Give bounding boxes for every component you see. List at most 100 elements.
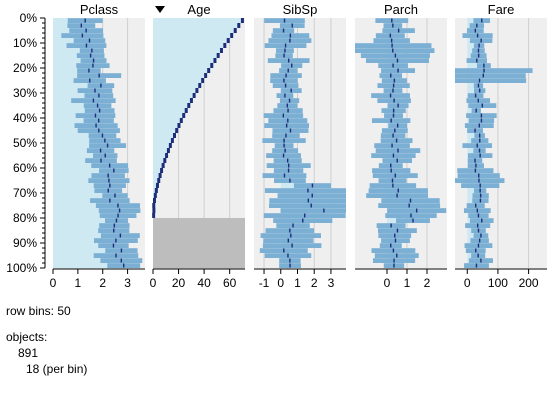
missing-bar — [153, 263, 245, 269]
mean-mark — [187, 103, 191, 108]
mean-mark — [161, 163, 165, 168]
x-tick-label: 40 — [197, 276, 211, 290]
value-bar — [153, 98, 192, 104]
sd-bar — [269, 203, 346, 208]
missing-bar — [153, 238, 245, 244]
value-bar — [153, 23, 239, 29]
value-bar — [153, 188, 157, 194]
x-tick-label: 3 — [328, 276, 335, 290]
value-bar — [153, 133, 175, 139]
objects-per-bin: 18 (per bin) — [26, 362, 88, 376]
value-bar — [153, 178, 159, 184]
x-tick-label: 0 — [150, 276, 157, 290]
value-bar — [153, 108, 187, 114]
mean-mark — [179, 118, 183, 123]
value-bar — [153, 18, 243, 24]
mean-mark — [210, 63, 214, 68]
mean-mark — [230, 33, 234, 38]
missing-bar — [153, 233, 245, 239]
mean-mark — [219, 48, 223, 53]
value-bar — [153, 43, 225, 49]
value-bar — [153, 53, 219, 59]
value-bar — [153, 118, 182, 124]
x-tick-label: 1 — [404, 276, 411, 290]
row-axis-label: 70% — [13, 186, 37, 200]
value-bar — [153, 143, 171, 149]
mean-area — [53, 83, 101, 89]
row-axis-label: 90% — [13, 236, 37, 250]
row-axis-label: 30% — [13, 86, 37, 100]
mean-area — [53, 133, 103, 139]
mean-area — [467, 83, 479, 89]
column-header-parch: Parch — [384, 2, 418, 17]
mean-area — [53, 188, 109, 194]
sd-bar — [280, 208, 346, 213]
x-tick-label: 1 — [294, 276, 301, 290]
mean-mark — [166, 148, 170, 153]
mean-area — [53, 108, 100, 114]
x-tick-label: 2 — [99, 276, 106, 290]
mean-area — [53, 113, 96, 119]
mean-mark — [160, 168, 164, 173]
missing-bar — [153, 228, 245, 234]
mean-area — [53, 163, 110, 169]
value-bar — [153, 63, 212, 69]
mean-area — [53, 238, 116, 244]
mean-mark — [158, 173, 162, 178]
mean-area — [53, 23, 82, 29]
mean-mark — [192, 93, 196, 98]
mean-mark — [165, 153, 169, 158]
row-axis-label: 100% — [6, 261, 37, 275]
value-bar — [153, 33, 232, 39]
mean-mark — [163, 158, 167, 163]
value-bar — [153, 93, 195, 99]
mean-mark — [177, 123, 181, 128]
mean-area — [53, 253, 116, 259]
missing-bar — [153, 223, 245, 229]
mean-mark — [184, 108, 188, 113]
missing-bar — [153, 258, 245, 264]
mean-area — [53, 93, 99, 99]
mean-mark — [168, 143, 172, 148]
sd-bar — [264, 188, 346, 193]
value-bar — [153, 148, 169, 154]
mean-mark — [152, 203, 156, 208]
row-axis-label: 80% — [13, 211, 37, 225]
mean-mark — [173, 133, 177, 138]
value-bar — [153, 78, 203, 84]
mean-mark — [223, 43, 227, 48]
mean-area — [53, 228, 114, 234]
mean-area — [53, 193, 115, 199]
tableplot-chart: 0% 10% 20% 30% 40% 50% 60% 70% 80% 90% 100% Pclass 0… — [6, 2, 547, 290]
mean-area — [53, 148, 101, 154]
mean-area — [467, 88, 480, 94]
value-bar — [153, 113, 184, 119]
mean-area — [53, 68, 89, 74]
column-header-age: Age — [187, 2, 210, 17]
value-bar — [153, 153, 167, 159]
mean-area — [53, 63, 93, 69]
value-bar — [153, 28, 236, 34]
mean-area — [467, 188, 481, 194]
mean-mark — [198, 83, 202, 88]
x-tick-label: 200 — [519, 276, 539, 290]
row-axis-label: 50% — [13, 136, 37, 150]
column-header-pclass: Pclass — [80, 2, 119, 17]
mean-area — [467, 133, 480, 139]
x-tick-label: 0 — [384, 276, 391, 290]
mean-area — [53, 213, 119, 219]
mean-mark — [175, 128, 179, 133]
value-bar — [153, 158, 165, 164]
mean-area — [53, 158, 102, 164]
mean-area — [53, 153, 106, 159]
objects-total: 891 — [18, 346, 39, 360]
mean-area — [53, 88, 95, 94]
mean-area — [53, 248, 122, 254]
missing-bar — [153, 253, 245, 259]
row-axis-label: 40% — [13, 111, 37, 125]
mean-area — [53, 53, 91, 59]
x-tick-label: 100 — [488, 276, 508, 290]
x-tick-label: 0 — [50, 276, 57, 290]
mean-area — [53, 58, 94, 64]
mean-mark — [189, 98, 193, 103]
